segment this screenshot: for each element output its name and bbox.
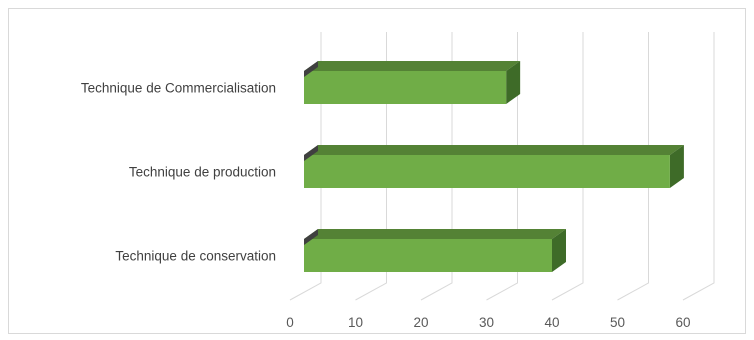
- x-axis-tick-labels: 0 10 20 30 40 50 60: [286, 315, 690, 330]
- bar-shadow: [304, 145, 318, 161]
- bar-layer: [304, 61, 684, 272]
- grid-layer: [289, 32, 715, 301]
- category-label-3: Technique de conservation: [115, 249, 276, 264]
- bar-side-face: [552, 229, 566, 272]
- x-tick-label-50: 50: [610, 315, 625, 330]
- gridline-30: [486, 32, 518, 301]
- bar-top-face: [304, 229, 566, 239]
- x-tick-label-30: 30: [479, 315, 494, 330]
- bar-front-face: [304, 71, 507, 104]
- x-tick-label-60: 60: [675, 315, 690, 330]
- category-label-1: Technique de Commercialisation: [81, 81, 276, 96]
- bar-3: [304, 229, 566, 272]
- category-label-2: Technique de production: [129, 165, 276, 180]
- gridline-0: [289, 32, 322, 301]
- bar-top-face: [304, 145, 684, 155]
- bar-side-face: [669, 145, 684, 188]
- gridline-60: [682, 32, 715, 301]
- gridline-50: [617, 32, 649, 301]
- bar-front-face: [304, 155, 670, 188]
- bar-1: [304, 61, 521, 104]
- gridline-10: [355, 32, 387, 301]
- bar-side-face: [506, 61, 521, 104]
- bar-top-face: [304, 61, 521, 71]
- category-labels: Technique de Commercialisation Technique …: [81, 81, 276, 264]
- bar-shadow: [304, 61, 318, 77]
- gridline-40: [551, 32, 584, 301]
- x-tick-label-10: 10: [348, 315, 363, 330]
- x-tick-label-40: 40: [544, 315, 559, 330]
- x-tick-label-0: 0: [286, 315, 294, 330]
- bar-front-face: [304, 239, 552, 272]
- x-tick-label-20: 20: [413, 315, 428, 330]
- bar-shadow: [304, 229, 318, 245]
- gridline-20: [420, 32, 453, 301]
- bar-2: [304, 145, 684, 188]
